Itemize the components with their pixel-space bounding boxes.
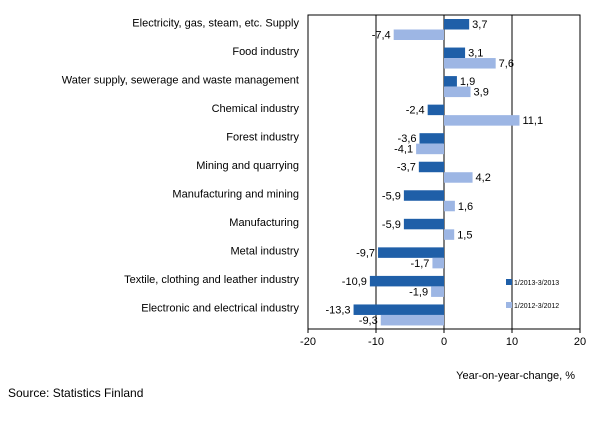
bar: [380, 314, 444, 326]
value-label: -13,3: [325, 304, 350, 316]
category-label: Chemical industry: [212, 103, 300, 115]
bar: [427, 104, 444, 116]
value-label: -10,9: [342, 276, 367, 288]
value-label: -7,4: [372, 30, 391, 42]
value-label: -5,9: [382, 219, 401, 231]
x-axis-title: Year-on-year-change, %: [456, 370, 575, 382]
bar: [418, 161, 444, 173]
legend-swatch: [506, 279, 512, 285]
bar: [444, 86, 471, 98]
value-label: -1,7: [410, 258, 429, 270]
legend-swatch: [506, 302, 512, 308]
value-label: -9,3: [359, 315, 378, 327]
value-label: 3,7: [472, 19, 487, 31]
bar: [431, 286, 444, 297]
category-label: Manufacturing and mining: [172, 189, 299, 201]
legend-label: 1/2013-3/2013: [514, 280, 559, 287]
plot-area: -20 -10 0 10 20 Electricity, gas, steam, etc.…: [62, 14, 586, 348]
x-tick-label: 20: [574, 336, 586, 348]
value-label: -4,1: [394, 144, 413, 156]
value-label: -9,7: [356, 247, 375, 259]
category-label: Electronic and electrical industry: [141, 303, 299, 315]
category-label: Forest industry: [226, 131, 299, 143]
value-label: -2,4: [406, 105, 425, 117]
bar: [444, 76, 457, 87]
x-tick-label: -10: [368, 336, 384, 348]
value-label: 3,1: [468, 48, 483, 60]
value-label: 7,6: [499, 58, 514, 70]
bar: [353, 304, 444, 315]
value-label: 1,6: [458, 201, 473, 213]
category-label: Manufacturing: [229, 217, 299, 229]
category-label: Mining and quarrying: [196, 160, 299, 172]
bar: [432, 257, 444, 269]
bar: [444, 58, 496, 69]
legend-label: 1/2012-3/2012: [514, 303, 559, 310]
value-label: 3,9: [474, 87, 489, 99]
bar: [444, 229, 455, 240]
value-label: -5,9: [382, 190, 401, 202]
value-label: -3,7: [397, 162, 416, 174]
category-label: Food industry: [232, 46, 299, 58]
value-label: 11,1: [522, 115, 543, 127]
bar: [393, 29, 444, 40]
bar: [378, 247, 444, 258]
bar: [403, 218, 444, 230]
category-label: Textile, clothing and leather industry: [124, 274, 299, 286]
source-note: Source: Statistics Finland: [8, 386, 144, 400]
category-label: Water supply, sewerage and waste managem…: [62, 74, 299, 86]
bar: [444, 200, 455, 212]
bar: [403, 190, 444, 201]
bar: [444, 47, 466, 59]
value-label: 4,2: [476, 172, 491, 184]
bar: [416, 143, 444, 155]
category-label: Electricity, gas, steam, etc. Supply: [132, 17, 299, 29]
bar: [444, 19, 470, 30]
x-tick-label: 0: [441, 336, 447, 348]
x-tick-label: -20: [300, 336, 316, 348]
value-label: 1,9: [460, 76, 475, 88]
x-tick-label: 10: [506, 336, 518, 348]
bar: [419, 133, 444, 144]
bar: [444, 115, 520, 126]
value-label: -1,9: [409, 286, 428, 298]
bar: [369, 275, 444, 287]
category-label: Metal industry: [231, 246, 300, 258]
bar: [444, 172, 473, 183]
value-label: -3,6: [398, 133, 417, 145]
value-label: 1,5: [457, 229, 472, 241]
